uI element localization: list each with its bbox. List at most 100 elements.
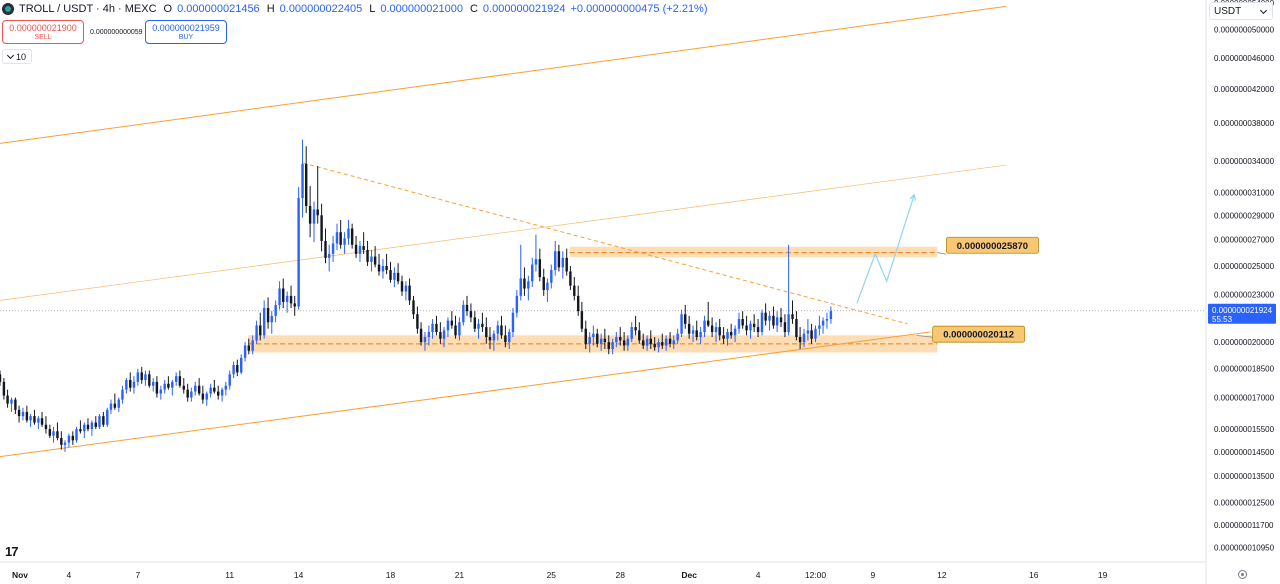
candle (714, 322, 718, 343)
candle-body (282, 288, 285, 302)
candle (94, 416, 98, 430)
candle-body (217, 391, 220, 396)
candle-body (400, 281, 404, 292)
open-value: 0.000000021456 (177, 3, 260, 15)
candle-body (48, 429, 52, 436)
candle (278, 281, 281, 310)
currency-selector[interactable]: USDT (1209, 2, 1273, 20)
high-key: H (266, 3, 275, 15)
candle (251, 335, 254, 355)
candle-body (565, 257, 568, 272)
candle (0, 370, 2, 386)
candle (557, 244, 561, 272)
candle (473, 311, 477, 333)
candle (132, 376, 136, 394)
candle-body (772, 315, 775, 326)
candle-body (10, 399, 13, 404)
candle-body (293, 303, 296, 307)
price-tick-label: 0.000000046000 (1214, 54, 1275, 63)
candle-body (504, 335, 507, 343)
candle (197, 378, 201, 396)
price-tick-label: 0.000000031000 (1214, 189, 1275, 198)
candle-body (83, 424, 86, 432)
candle (75, 426, 78, 443)
candle-body (653, 343, 656, 348)
candle (327, 244, 331, 272)
candle (527, 275, 530, 301)
candle-body (144, 374, 147, 380)
candle (676, 328, 679, 344)
candle (791, 300, 794, 324)
candle-body (661, 342, 664, 346)
candle (496, 320, 500, 341)
candle-body (496, 325, 500, 334)
indicators-toggle-button[interactable]: 10 (2, 49, 32, 64)
candle (435, 315, 438, 336)
candle-body (427, 332, 431, 338)
candle-body (370, 256, 373, 262)
gear-icon[interactable] (1238, 570, 1247, 579)
candle-body (228, 374, 231, 386)
candle (465, 295, 469, 316)
candle (416, 306, 419, 334)
candle (661, 333, 664, 349)
candle (228, 370, 231, 390)
candle (450, 311, 454, 329)
candle (354, 235, 358, 258)
candle-body (791, 314, 794, 320)
time-tick-label: 16 (1029, 570, 1039, 580)
price-callout: 0.000000025870 (946, 236, 1039, 254)
candle (339, 220, 342, 249)
time-tick-label: 25 (547, 570, 557, 580)
buy-button[interactable]: 0.000000021959 BUY (145, 20, 227, 44)
candle (52, 426, 55, 443)
candle (554, 240, 557, 276)
callout-box (932, 325, 1026, 343)
candle-body (0, 374, 2, 382)
candle (599, 333, 603, 351)
candle (167, 376, 170, 390)
candle (500, 315, 503, 339)
candle-body (408, 285, 411, 301)
candle (194, 381, 197, 396)
symbol-title[interactable]: TROLL / USDT · 4h · MEXC (19, 3, 157, 15)
candle (113, 393, 117, 410)
candle-body (557, 251, 561, 268)
candle (561, 251, 565, 279)
projection-path (856, 194, 915, 304)
channel-line-middle (0, 164, 1007, 301)
tradingview-logo-icon[interactable]: 17 (5, 544, 19, 559)
candle-body (465, 304, 469, 312)
candle-body (477, 323, 480, 329)
candle-body (814, 328, 817, 339)
candle-body (262, 308, 266, 336)
candle-body (86, 424, 90, 430)
candle (603, 328, 607, 349)
sell-button[interactable]: 0.000000021900 SELL (2, 20, 84, 44)
candle (695, 320, 698, 341)
candle (596, 328, 599, 348)
candle (63, 440, 67, 452)
candle (542, 268, 545, 296)
candle-body (71, 435, 75, 441)
candle-body (768, 315, 771, 321)
candle-body (664, 338, 668, 346)
price-callout: 0.000000020112 (932, 325, 1026, 343)
candle (795, 311, 798, 341)
candle-body (741, 319, 744, 326)
candle (523, 267, 526, 296)
candle (358, 240, 362, 262)
candle (569, 265, 572, 290)
candle (634, 315, 637, 336)
candle (389, 261, 392, 283)
candle-body (389, 270, 392, 280)
candle (331, 235, 335, 262)
candle-body (821, 320, 825, 326)
low-key: L (369, 3, 376, 15)
chevron-down-icon (1259, 6, 1268, 15)
candle (71, 431, 75, 445)
candle (668, 332, 672, 348)
candle (362, 232, 365, 254)
candle-body (278, 288, 281, 305)
